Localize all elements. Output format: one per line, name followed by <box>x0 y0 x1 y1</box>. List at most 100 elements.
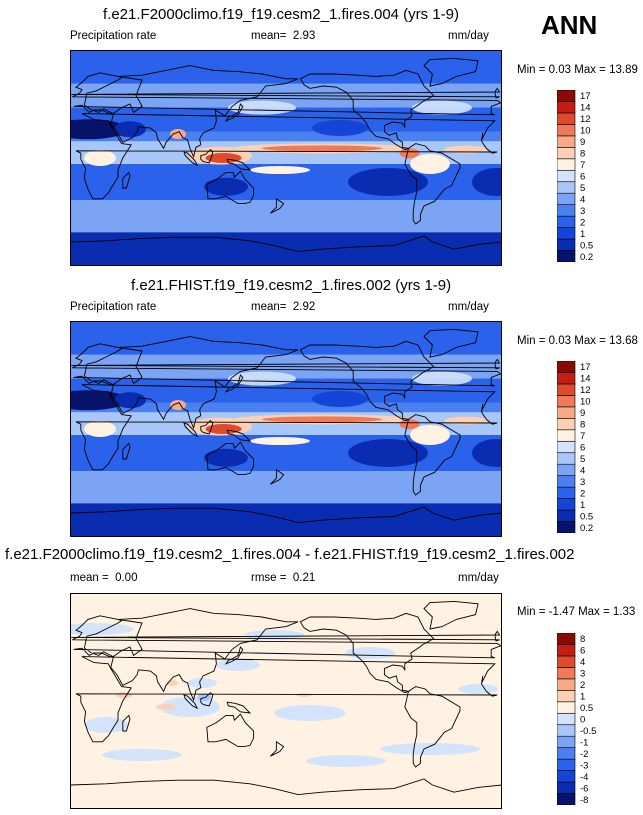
coast-africa <box>75 384 498 471</box>
spcz <box>250 166 310 174</box>
colorbar-level-label: 0.2 <box>580 252 593 262</box>
dry-se-pacific <box>348 168 428 196</box>
colombia-max <box>399 419 420 430</box>
colorbar-level-label: 12 <box>580 114 591 125</box>
dry-se-atlantic <box>472 168 502 196</box>
coast-australia <box>206 170 255 205</box>
coast-borneo <box>200 691 214 707</box>
colorbar-swatch <box>557 678 576 691</box>
panel-3-units: mm/day <box>458 572 499 584</box>
coast-borneo <box>200 419 214 435</box>
colorbar-level-label: 9 <box>580 137 585 148</box>
colorbar-swatch <box>557 250 576 262</box>
colorbar-swatch <box>557 181 576 194</box>
coast-sumatra <box>183 694 199 710</box>
colorbar-swatch <box>557 90 576 102</box>
colorbar-swatch <box>557 169 576 183</box>
panel-2-mean-label: mean= 2.92 <box>251 301 315 313</box>
coast-madagascar <box>122 442 131 460</box>
colorbar-swatch <box>557 406 576 419</box>
colorbar-level-label: -0.5 <box>580 726 596 737</box>
panel-2-mean-key: mean= <box>251 301 287 313</box>
colorbar-level-label: 1 <box>580 692 585 703</box>
colorbar-swatch <box>557 124 576 137</box>
panel-3-max-value: 1.33 <box>612 606 636 618</box>
coast-asia <box>110 336 299 430</box>
colorbar-level-label: 0.5 <box>580 511 593 522</box>
neg-patch-8 <box>216 659 260 671</box>
coast-namerica <box>299 612 435 694</box>
map-frame <box>70 50 502 266</box>
amazon <box>410 425 450 445</box>
colorbar-swatch <box>557 135 576 148</box>
desert-sahara <box>70 119 128 140</box>
panel-2-max-key: Max = <box>574 335 606 347</box>
colorbar-level-label: 4 <box>580 657 585 668</box>
neg-patch-9 <box>84 717 128 733</box>
coast-madagascar <box>122 171 131 189</box>
colorbar-level-label: -6 <box>580 783 588 794</box>
panel-3-rmse-value: 0.21 <box>292 572 316 584</box>
neg-patch-3 <box>380 743 480 755</box>
neg-patch-2 <box>274 705 346 721</box>
colorbar-swatch <box>557 486 576 499</box>
coast-newguinea <box>226 701 252 714</box>
colorbar-level-label: 0.2 <box>580 523 593 533</box>
coast-australia <box>206 441 255 476</box>
colorbar-swatch <box>557 440 576 454</box>
spcz <box>250 437 310 445</box>
storm-track-atlantic <box>412 100 472 115</box>
colorbar-swatch <box>557 475 576 488</box>
colorbar-level-label: 1 <box>580 500 585 511</box>
colorbar-level-label: -1 <box>580 737 588 748</box>
map-background <box>70 593 502 809</box>
panel-1-variable-label: Precipitation rate <box>70 30 157 42</box>
dry-se-pacific <box>348 439 428 467</box>
colorbar-swatch <box>557 418 576 431</box>
panel-3-mean-key: mean = <box>70 572 109 584</box>
coast-sumatra <box>183 422 199 438</box>
coast-africa <box>75 113 498 200</box>
coast-samerica <box>404 414 461 496</box>
coast-europe <box>72 615 502 659</box>
panel-2-variable-label: Precipitation rate <box>70 301 157 313</box>
coast-australia <box>206 713 255 748</box>
congo <box>84 421 116 437</box>
panel-1-max-value: 13.89 <box>609 64 638 76</box>
pos-patch-0 <box>116 692 132 698</box>
colombia-max <box>399 148 420 159</box>
colorbar-swatch <box>557 227 576 240</box>
storm-track-atlantic <box>412 371 472 386</box>
colorbar-level-label: 5 <box>580 454 585 465</box>
neg-patch-7 <box>458 684 498 694</box>
colorbar-level-label: 7 <box>580 160 585 171</box>
panel-1-map <box>70 50 502 266</box>
colorbar-level-label: -3 <box>580 760 588 771</box>
colorbar-swatch <box>557 770 576 783</box>
colorbar-swatch <box>557 667 576 680</box>
desert-arabia <box>114 121 146 138</box>
colorbar-level-label: 8 <box>580 149 585 160</box>
colorbar-level-label: 10 <box>580 397 591 408</box>
season-label: ANN <box>541 10 598 40</box>
coast-namerica <box>299 340 435 422</box>
colorbar-swatch <box>557 655 576 668</box>
panel-2-mean-value: 2.92 <box>292 301 316 313</box>
coast-samerica <box>404 143 461 225</box>
coast-europe <box>72 343 502 387</box>
colorbar-swatch <box>557 372 576 385</box>
colorbar-swatch <box>557 395 576 408</box>
coast-namerica <box>299 69 435 151</box>
dry-ne-pacific <box>312 120 368 136</box>
warm-pool-core <box>205 153 242 163</box>
panel-2-min-key: Min = <box>517 335 546 347</box>
panel-2-title: f.e21.FHIST.f19_f19.cesm2_1.fires.002 (y… <box>131 277 452 294</box>
colorbar-level-label: 17 <box>580 91 591 102</box>
colorbar-level-label: 14 <box>580 103 591 114</box>
neg-patch-11 <box>187 678 217 688</box>
panel-3-map <box>70 593 502 809</box>
colorbar-swatch <box>557 793 576 805</box>
desert-sahara <box>70 390 128 411</box>
